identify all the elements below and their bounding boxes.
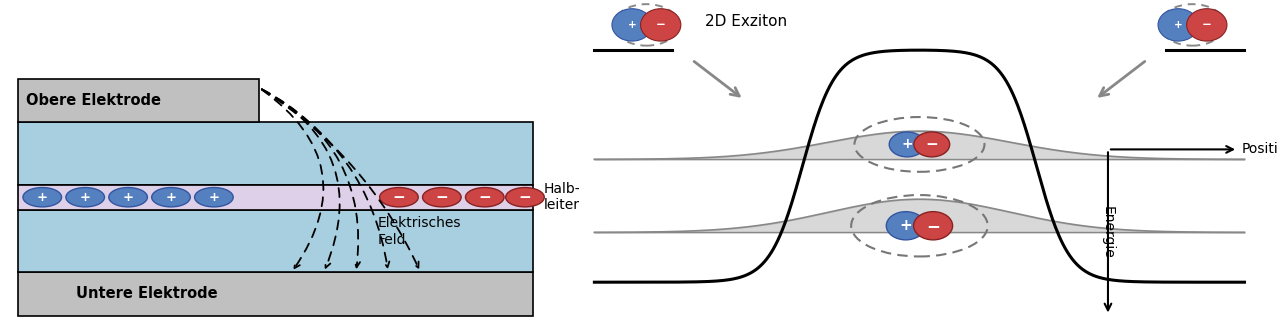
Ellipse shape [1186,9,1227,41]
Text: +: + [79,191,91,204]
Text: +: + [166,191,176,204]
Text: +: + [902,137,913,151]
Ellipse shape [152,188,190,207]
Ellipse shape [641,9,681,41]
Bar [18,185,533,210]
Text: Elektrisches
Feld: Elektrisches Feld [378,216,461,247]
Text: +: + [37,191,47,204]
Text: −: − [518,190,531,205]
Text: +: + [628,20,636,30]
Bar [18,79,259,122]
Ellipse shape [886,212,926,240]
Ellipse shape [194,188,234,207]
Ellipse shape [423,188,461,207]
Text: Halb-
leiter: Halb- leiter [544,182,580,212]
Text: Position: Position [1241,142,1277,156]
Text: −: − [435,190,448,205]
Text: Energie: Energie [1101,206,1115,259]
Ellipse shape [465,188,504,207]
Ellipse shape [889,132,925,157]
Text: 2D Exziton: 2D Exziton [705,14,787,29]
Text: −: − [656,18,665,32]
Ellipse shape [66,188,105,207]
Text: +: + [899,218,912,233]
Text: −: − [392,190,405,205]
Text: Obere Elektrode: Obere Elektrode [26,93,161,108]
Ellipse shape [612,9,653,41]
Text: +: + [123,191,134,204]
Ellipse shape [1158,9,1198,41]
Text: −: − [926,137,939,152]
Text: +: + [208,191,220,204]
Bar [18,122,533,185]
Ellipse shape [379,188,419,207]
Bar [18,210,533,272]
Ellipse shape [914,132,950,157]
Text: −: − [1202,18,1212,32]
Ellipse shape [23,188,61,207]
Ellipse shape [506,188,544,207]
Ellipse shape [913,212,953,240]
Text: Untere Elektrode: Untere Elektrode [77,287,217,301]
Bar [18,272,533,316]
Text: −: − [926,217,940,235]
Ellipse shape [109,188,147,207]
Text: −: − [479,190,492,205]
Text: +: + [1174,20,1183,30]
